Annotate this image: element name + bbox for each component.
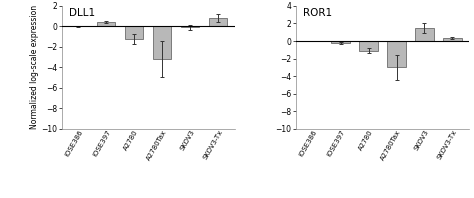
Bar bbox=[125, 26, 144, 39]
Bar bbox=[209, 18, 228, 26]
Y-axis label: Normalized log-scale expression: Normalized log-scale expression bbox=[30, 5, 39, 129]
Bar bbox=[443, 38, 462, 41]
Bar bbox=[181, 26, 200, 27]
Bar bbox=[331, 41, 350, 43]
Bar bbox=[387, 41, 406, 67]
Text: DLL1: DLL1 bbox=[69, 8, 95, 18]
Text: ROR1: ROR1 bbox=[303, 8, 332, 18]
Bar bbox=[97, 22, 116, 26]
Bar bbox=[359, 41, 378, 51]
Bar bbox=[153, 26, 172, 59]
Bar bbox=[415, 28, 434, 41]
